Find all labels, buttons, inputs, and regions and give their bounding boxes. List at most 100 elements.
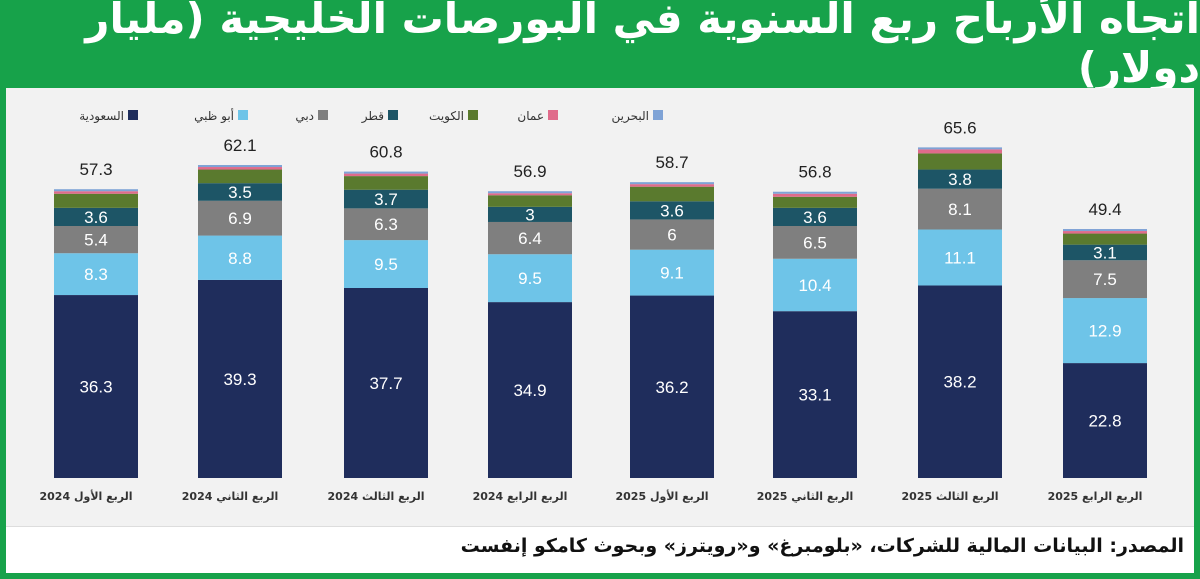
bar-segment — [773, 207, 857, 226]
bar-segment — [918, 188, 1002, 230]
bar-segment — [54, 193, 138, 208]
bar-segment — [54, 253, 138, 296]
total-label: 62.1 — [223, 136, 256, 155]
bar-segment — [773, 193, 857, 197]
bar-segment — [54, 295, 138, 478]
data-label: 12.9 — [1088, 322, 1121, 341]
total-label: 56.8 — [798, 163, 831, 182]
data-label: 3.8 — [948, 170, 972, 189]
bar-segment — [198, 235, 282, 280]
bar-segment — [1063, 229, 1147, 232]
source-box: المصدر: البيانات المالية للشركات، «بلومب… — [6, 526, 1194, 573]
bar-segment — [773, 226, 857, 259]
data-label: 22.8 — [1088, 412, 1121, 431]
data-label: 3.7 — [374, 190, 398, 209]
source-text: المصدر: البيانات المالية للشركات، «بلومب… — [460, 535, 1184, 557]
x-tick-label: الربع الثالث 2025 — [902, 490, 999, 503]
x-tick-label: الربع الأول 2024 — [39, 489, 132, 503]
x-tick-label: الربع الأول 2025 — [615, 489, 708, 503]
bar-segment — [54, 207, 138, 226]
bar-segment — [918, 147, 1002, 150]
legend-swatch — [548, 110, 558, 120]
data-label: 9.5 — [374, 255, 398, 274]
data-label: 3.6 — [84, 208, 108, 227]
bar-segment — [198, 169, 282, 184]
data-label: 39.3 — [223, 370, 256, 389]
bar-segment — [1063, 363, 1147, 478]
legend-swatch — [128, 110, 138, 120]
legend-swatch — [653, 110, 663, 120]
x-tick-label: الربع الثاني 2024 — [182, 490, 278, 503]
legend-swatch — [238, 110, 248, 120]
bar-segment — [198, 167, 282, 170]
bar-segment — [1063, 231, 1147, 234]
data-label: 38.2 — [943, 373, 976, 392]
bar-segment — [488, 221, 572, 255]
data-label: 6.3 — [374, 215, 398, 234]
bar-segment — [488, 193, 572, 196]
legend-swatch — [388, 110, 398, 120]
legend-label: الكويت — [429, 109, 464, 124]
bar-segment — [773, 311, 857, 478]
bar-segment — [488, 206, 572, 222]
legend-label: السعودية — [79, 109, 124, 124]
bar-segment — [198, 279, 282, 478]
data-label: 34.9 — [513, 381, 546, 400]
total-label: 58.7 — [655, 153, 688, 172]
total-label: 65.6 — [943, 118, 976, 137]
legend-label: أبو ظبي — [194, 108, 234, 124]
bar-segment — [918, 153, 1002, 170]
bar-segment — [344, 208, 428, 241]
bar-segment — [630, 219, 714, 250]
data-label: 36.2 — [655, 378, 688, 397]
bar-segment — [54, 189, 138, 192]
data-label: 37.7 — [369, 374, 402, 393]
bar-segment — [773, 258, 857, 312]
bar-segment — [488, 302, 572, 478]
bar-segment — [198, 165, 282, 168]
bar-segment — [630, 295, 714, 478]
legend-label: دبي — [295, 109, 314, 123]
bar-segment — [1063, 244, 1147, 261]
bar-segment — [773, 191, 857, 194]
data-label: 3.1 — [1093, 243, 1117, 262]
legend-label: البحرين — [612, 109, 649, 124]
bar-segment — [630, 184, 714, 187]
x-tick-label: الربع الرابع 2024 — [473, 490, 568, 503]
data-label: 8.3 — [84, 265, 108, 284]
legend-label: قطر — [361, 109, 384, 124]
bar-segment — [773, 196, 857, 208]
data-label: 5.4 — [84, 231, 108, 250]
data-label: 9.5 — [518, 269, 542, 288]
bar-segment — [918, 169, 1002, 189]
bar-segment — [1063, 298, 1147, 364]
data-label: 8.8 — [228, 249, 252, 268]
data-label: 7.5 — [1093, 270, 1117, 289]
bar-segment — [1063, 260, 1147, 299]
x-tick-label: الربع الثاني 2025 — [757, 490, 853, 503]
data-label: 11.1 — [944, 249, 976, 268]
bar-segment — [198, 183, 282, 201]
legend-swatch — [468, 110, 478, 120]
total-label: 60.8 — [369, 143, 402, 162]
bar-segment — [198, 200, 282, 236]
bar-segment — [54, 226, 138, 254]
data-label: 10.4 — [798, 276, 831, 295]
x-tick-label: الربع الثالث 2024 — [328, 490, 425, 503]
x-tick-label: الربع الرابع 2025 — [1048, 490, 1143, 503]
bar-segment — [344, 176, 428, 190]
data-label: 3.6 — [660, 201, 684, 220]
data-label: 3 — [525, 205, 534, 224]
bar-segment — [630, 201, 714, 220]
bar-segment — [344, 240, 428, 288]
bar-segment — [918, 149, 1002, 154]
bar-segment — [630, 182, 714, 185]
data-label: 6 — [667, 226, 676, 245]
chart-title: اتجاه الأرباح ربع السنوية في البورصات ال… — [85, 0, 1200, 92]
bar-segment — [918, 229, 1002, 286]
bar-segment — [488, 195, 572, 207]
total-label: 49.4 — [1088, 200, 1121, 219]
data-label: 33.1 — [798, 386, 831, 405]
legend-label: عمان — [517, 109, 544, 123]
data-label: 6.5 — [803, 233, 827, 252]
